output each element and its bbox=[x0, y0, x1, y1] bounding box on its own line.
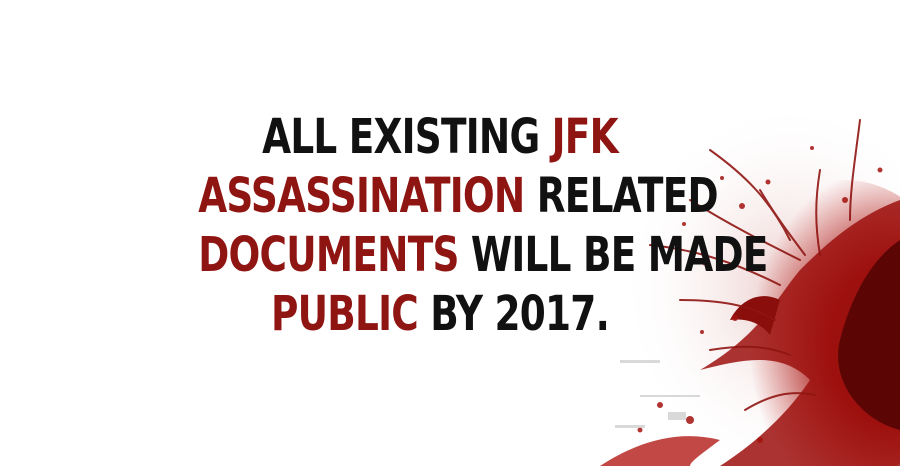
headline-highlight: ASSASSINATION bbox=[198, 168, 525, 224]
headline-highlight: JFK bbox=[551, 109, 619, 165]
headline-line-4: PUBLIC BY 2017. bbox=[198, 285, 682, 344]
headline-text: ALL EXISTING bbox=[262, 109, 552, 165]
headline-line-2: ASSASSINATION RELATED bbox=[198, 167, 718, 226]
headline-text: BY 2017. bbox=[417, 286, 610, 342]
headline-line-1: ALL EXISTING JFK bbox=[198, 108, 682, 167]
headline-highlight: DOCUMENTS bbox=[198, 227, 459, 283]
headline-line-3: DOCUMENTS WILL BE MADE bbox=[198, 226, 768, 285]
headline: ALL EXISTING JFK ASSASSINATION RELATED D… bbox=[198, 108, 768, 344]
headline-highlight: PUBLIC bbox=[270, 286, 419, 342]
headline-text: RELATED bbox=[524, 168, 719, 224]
headline-text: WILL BE MADE bbox=[458, 227, 768, 283]
